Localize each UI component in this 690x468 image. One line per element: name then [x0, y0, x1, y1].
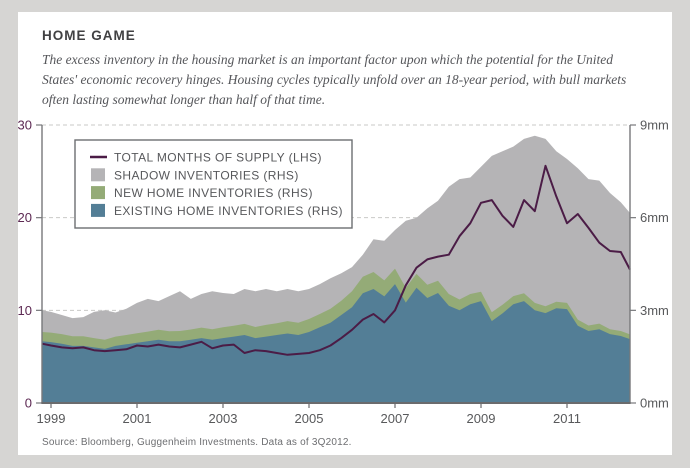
legend-item-label: EXISTING HOME INVENTORIES (RHS) — [114, 204, 343, 218]
housing-inventory-chart: 0 10 20 30 0mm 3mm 6mm 9mm 1999 2001 2003 2005 2007 2… — [0, 115, 690, 455]
y-axis-left-tick-label: 10 — [18, 303, 32, 318]
legend-item-label: NEW HOME INVENTORIES (RHS) — [114, 186, 313, 200]
y-axis-right-tick-label: 0mm — [640, 396, 669, 411]
x-axis-tick-label: 2011 — [553, 411, 581, 426]
x-axis-tick-label: 2001 — [123, 411, 152, 426]
legend-item-label: SHADOW INVENTORIES (RHS) — [114, 168, 299, 182]
chart-canvas: 0 10 20 30 0mm 3mm 6mm 9mm 1999 2001 2003 2005 2007 2… — [18, 118, 669, 427]
area-existing-home-inventories-rhs — [42, 284, 630, 403]
legend-box — [74, 139, 353, 229]
x-axis-tick-label: 2007 — [381, 411, 410, 426]
legend-area-swatch — [91, 168, 105, 182]
total-months-supply-line — [41, 164, 631, 356]
page-subtitle: The excess inventory in the housing mark… — [42, 52, 627, 107]
y-axis-right-tick-label: 9mm — [640, 118, 669, 133]
page-title: HOME GAME — [42, 28, 136, 43]
legend-area-swatch — [91, 186, 105, 200]
legend-item-label: TOTAL MONTHS OF SUPPLY (LHS) — [114, 151, 322, 165]
y-axis-left-tick-label: 30 — [18, 118, 32, 133]
x-axis-tick-label: 1999 — [37, 411, 66, 426]
y-axis-right-tick-label: 6mm — [640, 210, 669, 225]
y-axis-left-tick-label: 0 — [25, 396, 32, 411]
x-axis-tick-label: 2005 — [295, 411, 324, 426]
y-axis-right-tick-label: 3mm — [640, 303, 669, 318]
legend-area-swatch — [91, 203, 105, 217]
source-note: Source: Bloomberg, Guggenheim Investment… — [42, 437, 352, 448]
y-axis-left-tick-label: 20 — [18, 210, 32, 225]
x-axis-tick-label: 2009 — [467, 411, 496, 426]
x-axis-tick-label: 2003 — [209, 411, 238, 426]
